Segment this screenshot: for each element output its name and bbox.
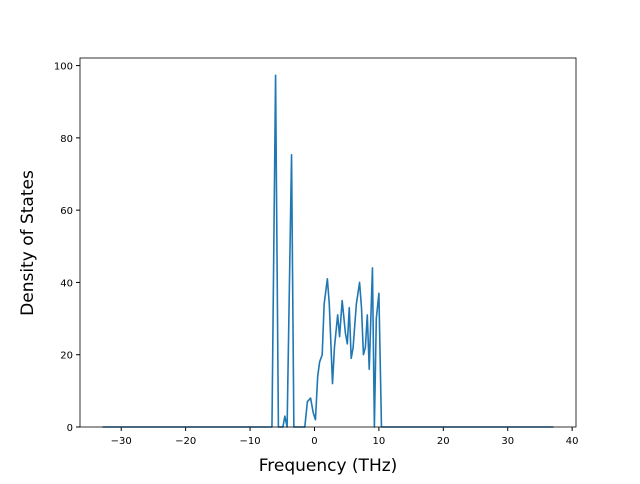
y-tick-label: 40 [60, 278, 73, 289]
y-tick-label: 60 [60, 206, 73, 217]
y-axis-label: Density of States [18, 170, 38, 316]
x-tick-label: −20 [175, 436, 196, 447]
x-tick-label: 20 [437, 436, 450, 447]
x-axis-label: Frequency (THz) [259, 456, 398, 476]
plot-frame [79, 57, 577, 428]
x-tick-label: 30 [501, 436, 514, 447]
x-tick-label: 40 [566, 436, 579, 447]
y-tick-label: 80 [60, 134, 73, 145]
x-tick-label: 10 [373, 436, 386, 447]
y-tick-label: 0 [67, 423, 73, 434]
y-tick-label: 20 [60, 351, 73, 362]
line-series [102, 74, 554, 428]
x-tick-label: 0 [311, 436, 317, 447]
x-tick-label: −30 [111, 436, 132, 447]
y-tick-label: 100 [54, 62, 73, 73]
x-tick-label: −10 [240, 436, 261, 447]
